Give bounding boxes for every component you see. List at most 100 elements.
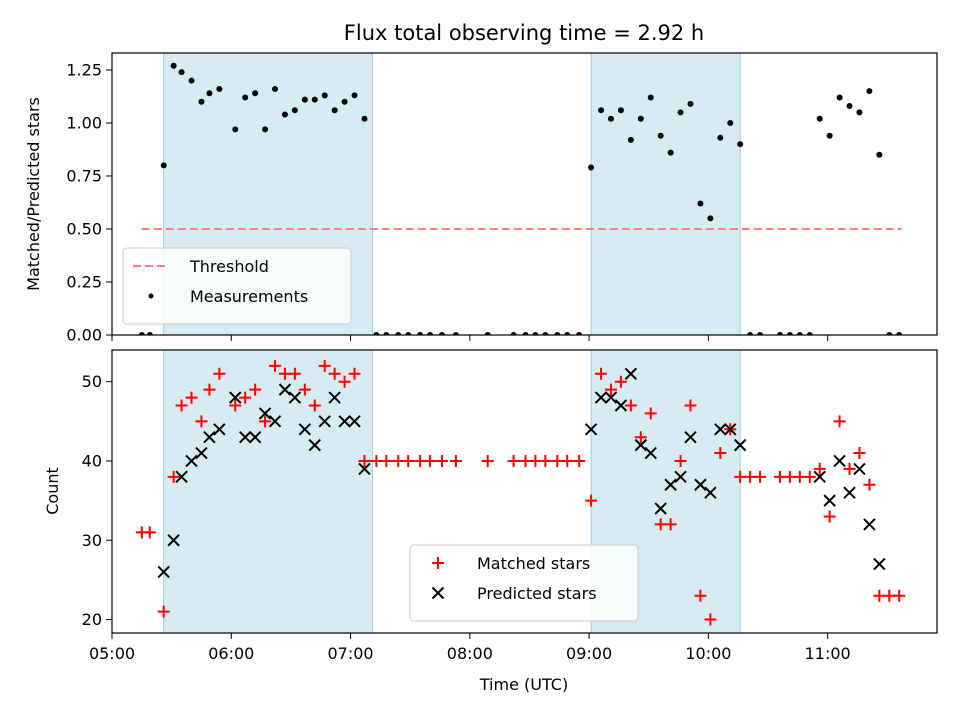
- matched-star-point: [714, 447, 727, 460]
- shaded-interval: [163, 349, 373, 634]
- matched-star-point: [402, 454, 415, 467]
- matched-star-point: [823, 510, 836, 523]
- predicted-star-point: [258, 407, 272, 420]
- measurement-point: [351, 92, 358, 99]
- predicted-star-point: [338, 415, 351, 428]
- matched-star-point: [259, 415, 272, 428]
- predicted-star-point: [175, 470, 188, 484]
- measurement-point: [657, 132, 664, 139]
- matched-star-point: [213, 367, 226, 380]
- predicted-star-point: [157, 565, 170, 579]
- measurement-point: [452, 332, 459, 335]
- predicted-star-point: [853, 462, 866, 476]
- measurement-point: [554, 332, 561, 335]
- predicted-star-point: [604, 391, 618, 404]
- legend: Threshold Measurements: [122, 247, 352, 325]
- predicted-star-point: [733, 438, 747, 452]
- matched-star-point: [813, 462, 826, 475]
- measurement-point: [747, 332, 754, 335]
- measurement-point: [576, 332, 583, 335]
- measurement-point: [667, 149, 674, 156]
- measurement-point: [417, 332, 424, 335]
- matched-star-point: [481, 454, 494, 467]
- measurement-point: [373, 332, 380, 335]
- predicted-star-point: [833, 454, 846, 468]
- measurement-point: [677, 109, 684, 116]
- measurement-point: [617, 107, 624, 114]
- measurement-point: [361, 115, 368, 122]
- measurement-point: [395, 332, 402, 335]
- matched-star-point: [674, 454, 687, 467]
- matched-star-point: [348, 367, 361, 380]
- predicted-star-point: [185, 454, 198, 468]
- predicted-star-point: [584, 423, 598, 436]
- matched-star-point: [803, 470, 816, 483]
- legend-label: Measurements: [190, 287, 308, 306]
- predicted-star-point: [167, 534, 180, 547]
- predicted-star-point: [195, 446, 208, 460]
- predicted-star-point: [358, 462, 371, 476]
- predicted-star-point: [724, 423, 737, 436]
- predicted-star-point: [248, 430, 262, 444]
- measurement-point: [542, 332, 549, 335]
- x-tick-label: 05:00: [89, 644, 135, 663]
- predicted-star-point: [229, 391, 242, 404]
- legend-box: [122, 247, 352, 325]
- predicted-star-point: [624, 367, 638, 380]
- measurement-point: [896, 332, 903, 335]
- matched-star-point: [338, 375, 351, 388]
- x-axis-label: Time (UTC): [479, 675, 568, 694]
- legend-label: Threshold: [189, 257, 269, 276]
- legend-box: [409, 544, 639, 622]
- measurement-point: [272, 86, 279, 93]
- y-tick-label: 20: [82, 610, 102, 629]
- matched-star-point: [203, 383, 216, 396]
- predicted-star-point: [328, 391, 341, 404]
- measurement-point: [242, 94, 249, 101]
- matched-star-point: [595, 367, 608, 380]
- matched-star-point: [863, 478, 876, 491]
- measurement-point: [439, 332, 445, 335]
- matched-star-point: [843, 462, 856, 475]
- predicted-star-point: [823, 494, 836, 507]
- y-tick-label: 50: [82, 372, 102, 391]
- bottom-y-axis-label: Count: [43, 467, 62, 515]
- matched-star-point: [175, 399, 188, 412]
- matched-star-point: [449, 454, 462, 467]
- matched-star-point: [561, 454, 574, 467]
- y-tick-label: 0.25: [66, 272, 102, 291]
- y-tick-label: 40: [82, 451, 102, 470]
- measurement-point: [866, 88, 873, 95]
- shaded-interval: [590, 52, 741, 336]
- predicted-star-point: [268, 415, 282, 428]
- measurement-point: [856, 109, 863, 116]
- y-tick-label: 0.50: [66, 219, 102, 238]
- legend-matched-swatch: [432, 557, 444, 569]
- matched-star-point: [833, 415, 846, 428]
- measurement-point: [291, 107, 298, 114]
- measurement-point: [757, 332, 764, 335]
- matched-star-point: [358, 454, 371, 467]
- matched-star-point: [853, 447, 866, 460]
- measurement-point: [252, 90, 259, 97]
- measurement-point: [737, 141, 744, 148]
- matched-star-point: [644, 407, 657, 420]
- matched-star-point: [664, 518, 677, 531]
- predicted-star-point: [594, 391, 608, 404]
- predicted-star-point: [843, 486, 856, 499]
- measurement-point: [216, 86, 223, 93]
- measurement-point: [341, 98, 348, 105]
- predicted-star-point: [298, 423, 312, 436]
- measurement-point: [138, 332, 145, 335]
- measurement-point: [281, 111, 288, 118]
- matched-star-point: [424, 454, 437, 467]
- measurement-point: [178, 69, 185, 76]
- measurement-point: [598, 107, 605, 114]
- matched-star-point: [436, 454, 448, 467]
- matched-star-point: [298, 383, 311, 396]
- measurement-point: [160, 162, 167, 169]
- data-layer: [135, 359, 906, 626]
- measurement-point: [262, 126, 269, 133]
- measurement-point: [776, 332, 783, 335]
- measurement-point: [627, 136, 634, 143]
